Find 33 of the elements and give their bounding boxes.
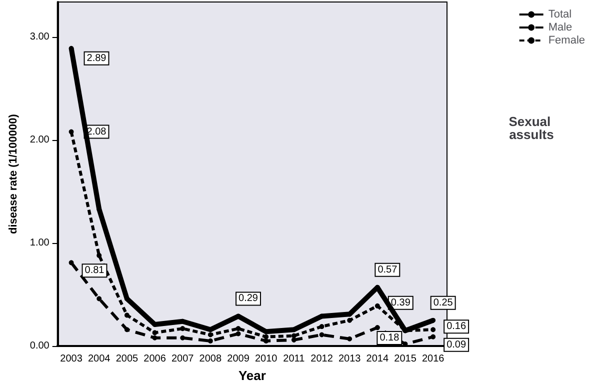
data-label: 0.57 [378,264,398,276]
x-tick-label: 2009 [227,354,250,365]
legend-label: Female [548,34,586,46]
x-tick-label: 2014 [366,354,389,365]
legend-label: Male [548,22,572,34]
data-label: 0.18 [380,332,400,344]
data-label: 0.09 [446,339,466,350]
legend-label: Total [548,8,572,20]
x-tick-label: 2015 [394,354,417,365]
x-tick-label: 2010 [254,354,278,365]
x-tick-label: 2006 [144,354,166,365]
x-axis-title: Year [238,368,266,383]
x-tick-label: 2011 [283,354,306,365]
text: Sexual assults [508,114,554,142]
data-label: 0.25 [433,297,454,308]
x-tick-label: 2007 [171,354,194,365]
x-tick-label: 2005 [116,354,138,365]
x-tick-label: 2012 [310,354,334,365]
y-tick-label: 0.00 [30,340,50,352]
x-tick-label: 2013 [338,354,362,365]
data-label: 0.81 [84,265,105,276]
x-tick-label: 2016 [422,354,445,365]
x-tick-label: 2003 [60,354,83,365]
x-tick-label: 2008 [199,354,222,365]
data-label: 0.16 [446,321,466,332]
y-axis-title: disease rate (1/100000) [8,114,20,234]
y-tick-label: 2.00 [30,134,50,146]
y-tick-label: 1.00 [30,238,50,249]
x-tick-label: 2004 [88,354,111,365]
y-tick-label: 3.00 [30,32,50,43]
data-label: 0.29 [238,293,258,304]
data-label: 2.89 [86,52,107,64]
data-label: 0.39 [390,297,411,308]
